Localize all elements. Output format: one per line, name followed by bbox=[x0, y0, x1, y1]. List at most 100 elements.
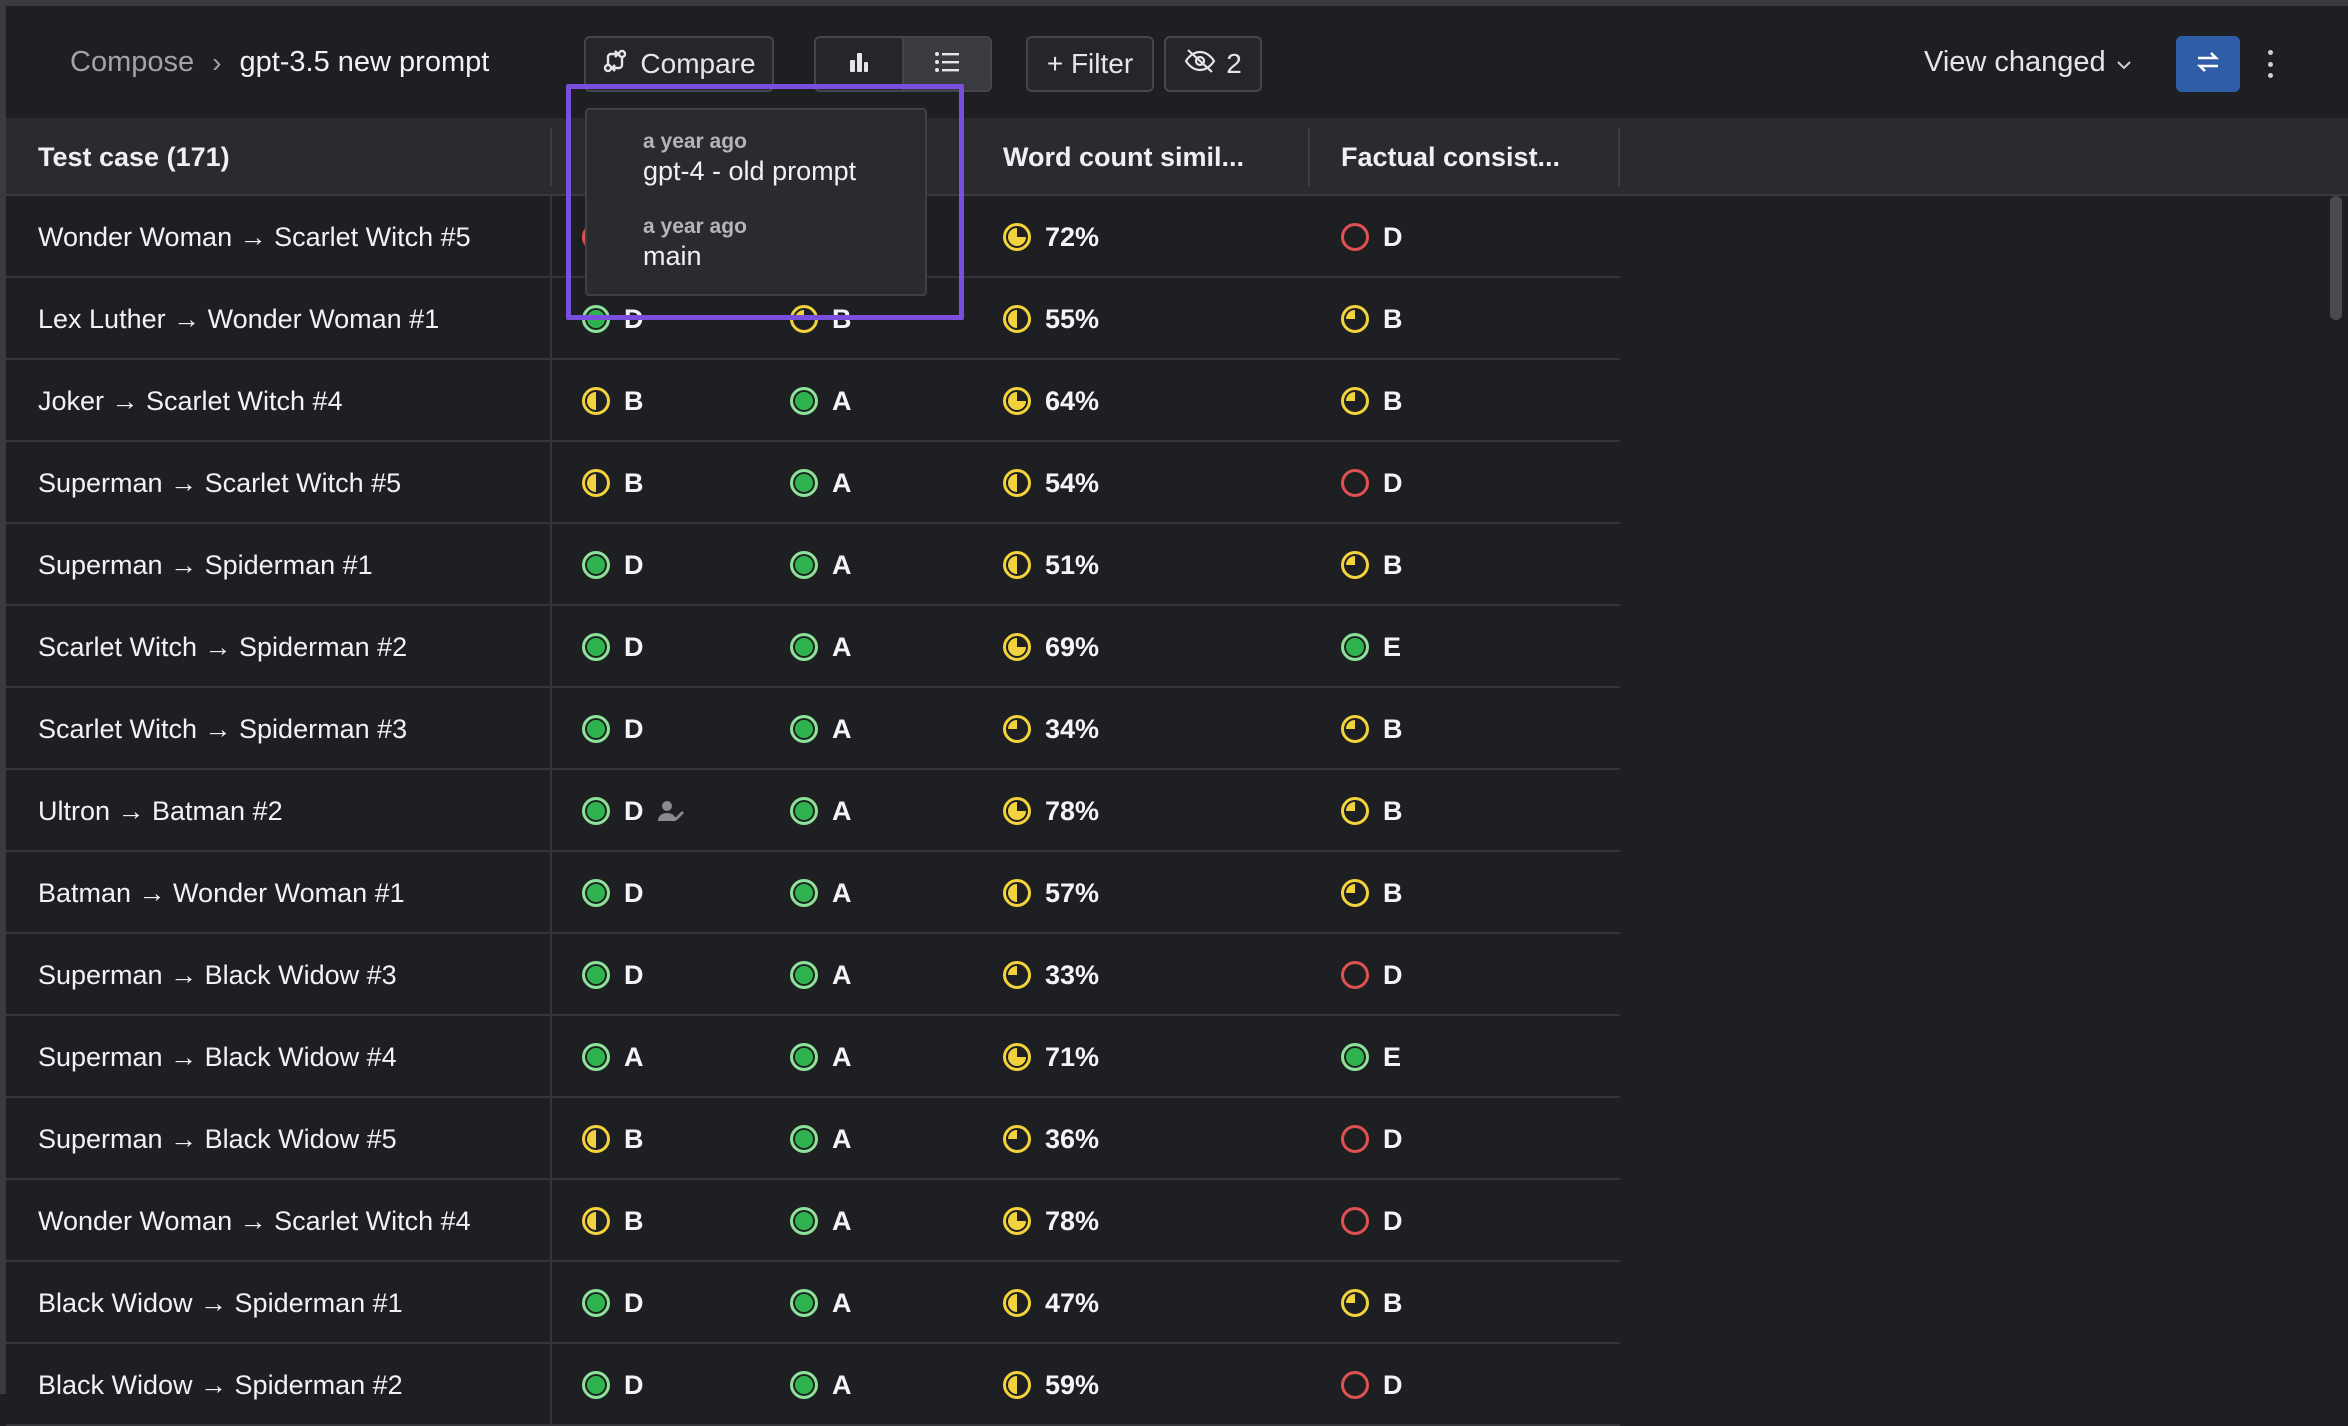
score-cell: A bbox=[790, 688, 852, 770]
score-cell: 51% bbox=[1003, 524, 1099, 606]
score-value: B bbox=[1383, 385, 1403, 416]
table-row[interactable]: Scarlet Witch → Spiderman #3 D A 34% B bbox=[6, 688, 1620, 770]
score-value: D bbox=[624, 795, 644, 826]
score-value: D bbox=[624, 1369, 644, 1400]
status-icon bbox=[1003, 1207, 1031, 1235]
column-divider bbox=[550, 196, 552, 278]
view-changed-label: View changed bbox=[1924, 46, 2106, 78]
status-icon bbox=[1341, 305, 1369, 333]
compare-option-main[interactable]: a year ago main bbox=[643, 215, 747, 272]
score-cell: D bbox=[1341, 196, 1403, 278]
chevron-down-icon bbox=[2116, 46, 2132, 79]
chart-view-button[interactable] bbox=[816, 38, 902, 90]
score-cell: 78% bbox=[1003, 1180, 1099, 1262]
hidden-count: 2 bbox=[1226, 48, 1242, 79]
sync-button[interactable] bbox=[2176, 36, 2240, 92]
score-cell: D bbox=[582, 688, 644, 770]
score-cell: D bbox=[582, 934, 644, 1016]
test-case-name: Scarlet Witch → Spiderman #2 bbox=[38, 631, 408, 662]
header-word-count[interactable]: Word count simil... bbox=[1003, 141, 1245, 172]
score-value: A bbox=[832, 959, 852, 990]
more-menu-icon[interactable] bbox=[2262, 44, 2278, 84]
table-row[interactable]: Black Widow → Spiderman #2 D A 59% D bbox=[6, 1344, 1620, 1426]
status-icon bbox=[1003, 551, 1031, 579]
table-row[interactable]: Batman → Wonder Woman #1 D A 57% B bbox=[6, 852, 1620, 934]
hidden-columns-button[interactable]: 2 bbox=[1164, 36, 1262, 92]
score-cell: A bbox=[790, 1344, 852, 1426]
column-resize-handle[interactable] bbox=[1618, 128, 1620, 186]
option-time: a year ago bbox=[643, 130, 747, 153]
score-cell: B bbox=[1341, 278, 1403, 360]
option-label: gpt-4 - old prompt bbox=[643, 156, 857, 186]
table-row[interactable]: Ultron → Batman #2 D A 78% B bbox=[6, 770, 1620, 852]
score-value: 72% bbox=[1045, 221, 1100, 252]
score-cell: 72% bbox=[1003, 196, 1099, 278]
status-icon bbox=[1003, 1371, 1031, 1399]
score-cell: D bbox=[1341, 1344, 1403, 1426]
score-value: B bbox=[1383, 549, 1403, 580]
status-icon bbox=[1341, 1207, 1369, 1235]
score-value: B bbox=[1383, 877, 1403, 908]
table-row[interactable]: Wonder Woman → Scarlet Witch #4 B A 78% D bbox=[6, 1180, 1620, 1262]
score-value: A bbox=[832, 385, 852, 416]
score-value: B bbox=[1383, 1287, 1403, 1318]
status-icon bbox=[1003, 879, 1031, 907]
breadcrumb-root-link[interactable]: Compose bbox=[70, 46, 195, 78]
column-divider bbox=[550, 442, 552, 524]
score-value: B bbox=[1383, 795, 1403, 826]
swap-arrows-icon bbox=[2193, 47, 2223, 82]
add-filter-button[interactable]: + Filter bbox=[1026, 36, 1154, 92]
test-case-name: Joker → Scarlet Witch #4 bbox=[38, 385, 343, 416]
table-row[interactable]: Superman → Scarlet Witch #5 B A 54% D bbox=[6, 442, 1620, 524]
score-cell: D bbox=[582, 606, 644, 688]
score-cell: B bbox=[1341, 360, 1403, 442]
test-case-name: Black Widow → Spiderman #1 bbox=[38, 1287, 403, 1318]
column-divider bbox=[550, 360, 552, 442]
score-value: 34% bbox=[1045, 713, 1100, 744]
score-value: 47% bbox=[1045, 1287, 1100, 1318]
status-icon bbox=[582, 551, 610, 579]
list-view-button[interactable] bbox=[902, 38, 990, 90]
table-row[interactable]: Superman → Black Widow #3 D A 33% D bbox=[6, 934, 1620, 1016]
list-icon bbox=[934, 51, 960, 78]
header-factual[interactable]: Factual consist... bbox=[1341, 141, 1561, 172]
table-row[interactable]: Lex Luther → Wonder Woman #1 D B 55% B bbox=[6, 278, 1620, 360]
table-row[interactable]: Superman → Spiderman #1 D A 51% B bbox=[6, 524, 1620, 606]
score-cell: B bbox=[582, 442, 644, 524]
status-icon bbox=[790, 797, 818, 825]
table-row[interactable]: Black Widow → Spiderman #1 D A 47% B bbox=[6, 1262, 1620, 1344]
status-icon bbox=[1341, 1043, 1369, 1071]
vertical-scrollbar[interactable] bbox=[2330, 196, 2342, 320]
header-test-case[interactable]: Test case (171) bbox=[38, 141, 230, 172]
column-divider bbox=[550, 1098, 552, 1180]
status-icon bbox=[1341, 797, 1369, 825]
breadcrumb: Compose › gpt-3.5 new prompt bbox=[70, 46, 489, 79]
status-icon bbox=[582, 387, 610, 415]
score-value: 57% bbox=[1045, 877, 1100, 908]
score-value: 36% bbox=[1045, 1123, 1100, 1154]
score-value: 54% bbox=[1045, 467, 1100, 498]
table-row[interactable]: Superman → Black Widow #5 B A 36% D bbox=[6, 1098, 1620, 1180]
column-resize-handle[interactable] bbox=[550, 128, 552, 186]
status-icon bbox=[1003, 1125, 1031, 1153]
score-cell: 34% bbox=[1003, 688, 1099, 770]
status-icon bbox=[582, 879, 610, 907]
table-row[interactable]: Scarlet Witch → Spiderman #2 D A 69% E bbox=[6, 606, 1620, 688]
table-row[interactable]: Superman → Black Widow #4 A A 71% E bbox=[6, 1016, 1620, 1098]
score-value: 59% bbox=[1045, 1369, 1100, 1400]
table-row[interactable]: Joker → Scarlet Witch #4 B A 64% B bbox=[6, 360, 1620, 442]
score-value: D bbox=[1383, 221, 1403, 252]
compare-option-gpt4[interactable]: a year ago gpt-4 - old prompt bbox=[643, 130, 856, 187]
column-resize-handle[interactable] bbox=[1308, 128, 1310, 186]
score-cell: A bbox=[790, 770, 852, 852]
status-icon bbox=[582, 961, 610, 989]
score-cell: D bbox=[582, 1344, 644, 1426]
score-value: A bbox=[832, 467, 852, 498]
view-changed-dropdown[interactable]: View changed bbox=[1924, 46, 2132, 79]
compare-button[interactable]: Compare bbox=[584, 36, 774, 92]
status-icon bbox=[1003, 715, 1031, 743]
score-cell: D bbox=[1341, 442, 1403, 524]
status-icon bbox=[1003, 387, 1031, 415]
status-icon bbox=[790, 551, 818, 579]
score-cell: D bbox=[582, 524, 644, 606]
